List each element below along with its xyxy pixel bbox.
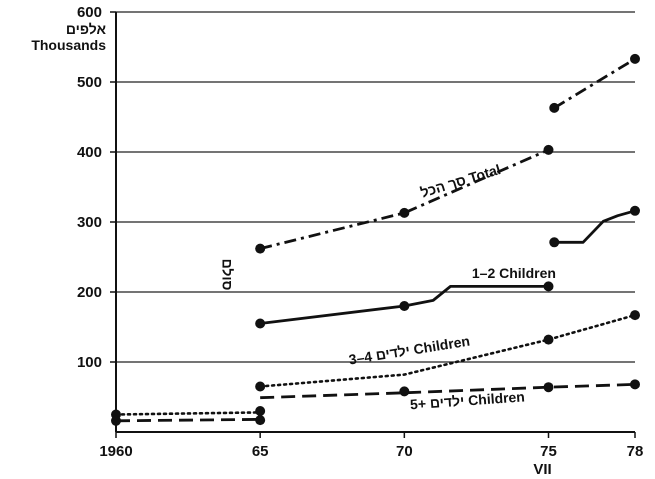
series-1-point-3 [549,237,560,248]
x-tick-label-78: 78 [627,443,644,460]
grid-lines [116,11,635,363]
x-tick-label-70: 70 [396,443,413,460]
axis-ticks: 100 200 300 400 500 600 1960 65 70 75 78 VII [77,4,643,478]
data-points [111,53,640,426]
series-3-point-0 [111,415,121,426]
series-2-segment-1 [258,313,637,388]
y-axis-title-hebrew: אלפים [66,21,107,37]
series-0-segment-0 [259,148,550,250]
series-1-point-0 [255,318,266,329]
y-tick-label-600: 600 [77,4,102,21]
series-1-segment-0 [259,284,549,325]
series-3-point-3 [543,382,554,393]
x-tick-label-75: 75 [540,443,557,460]
series-lines [114,57,637,423]
series-2-point-4 [630,310,640,321]
scale-break-label: סולם [220,259,236,291]
series-3-point-1 [255,415,266,426]
y-tick-label-400: 400 [77,144,102,161]
series-0-segment-1 [553,57,636,110]
x-tick-label-1960: 1960 [99,443,132,460]
series-1-point-1 [399,301,410,311]
x-tick-label-65: 65 [252,443,269,460]
series-2-point-1 [255,406,266,416]
series-1-point-4 [630,205,640,216]
series-2-segment-0 [114,411,262,416]
series-0-point-0 [255,243,266,254]
x-marker-label: VII [533,461,551,478]
series-1-segment-1 [554,209,636,244]
series-label-0: סך הכל Total [419,161,503,201]
y-tick-label-100: 100 [77,354,102,371]
series-0-point-1 [399,207,410,218]
series-0-point-3 [549,102,560,113]
series-1-point-2 [543,281,554,292]
series-3-point-2 [399,386,410,397]
series-2-point-3 [543,334,554,345]
series-3-point-4 [630,379,640,390]
series-0-point-4 [630,53,640,64]
series-label-3: 5+ ילדים Children [410,388,526,412]
series-3-segment-1 [260,383,636,400]
y-tick-label-300: 300 [77,214,102,231]
series-3-segment-0 [115,418,261,423]
series-label-1: 1–2 Children [472,265,556,281]
series-2-point-2 [255,381,266,392]
y-axis-title: Thousands [31,37,106,53]
series-0-point-2 [543,144,554,155]
y-tick-label-200: 200 [77,284,102,301]
y-tick-label-500: 500 [77,74,102,91]
